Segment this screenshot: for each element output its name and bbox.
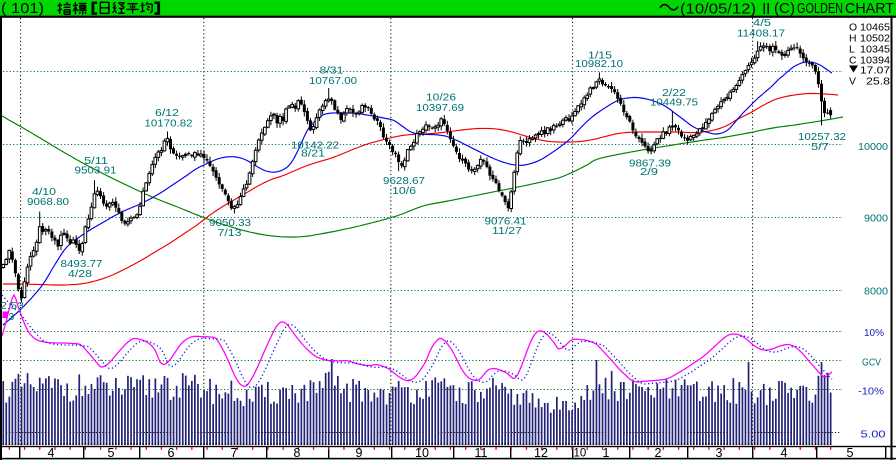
svg-text:CHART: CHART xyxy=(845,0,894,17)
svg-text:4: 4 xyxy=(48,446,55,460)
svg-text:10/26: 10/26 xyxy=(426,93,456,104)
svg-text:8/21: 8/21 xyxy=(301,149,325,160)
svg-text:10/6: 10/6 xyxy=(392,186,416,197)
svg-text:10982.10: 10982.10 xyxy=(575,59,623,70)
svg-text:2: 2 xyxy=(655,446,662,460)
svg-text:2.53: 2.53 xyxy=(0,301,24,312)
svg-text:9: 9 xyxy=(356,446,363,460)
svg-text:6/12: 6/12 xyxy=(155,108,179,119)
svg-text:17.07: 17.07 xyxy=(860,66,890,77)
svg-text:9068.80: 9068.80 xyxy=(27,197,69,208)
svg-text:GOLDEN: GOLDEN xyxy=(797,0,843,17)
svg-text:4/5: 4/5 xyxy=(753,18,771,29)
svg-text:9000: 9000 xyxy=(864,214,888,225)
svg-text:11: 11 xyxy=(475,446,488,460)
svg-text:11/27: 11/27 xyxy=(492,226,522,237)
svg-text:10465: 10465 xyxy=(860,23,890,34)
svg-text:10345: 10345 xyxy=(860,45,890,56)
svg-text:2/9: 2/9 xyxy=(640,167,658,178)
svg-text:8/31: 8/31 xyxy=(320,66,344,77)
svg-text:10: 10 xyxy=(574,448,587,460)
svg-text:8: 8 xyxy=(294,446,301,460)
svg-text:10257.32: 10257.32 xyxy=(798,132,846,143)
svg-text:10502: 10502 xyxy=(860,34,890,45)
svg-text:7/13: 7/13 xyxy=(218,228,242,239)
svg-text:5: 5 xyxy=(108,446,115,460)
svg-text:12: 12 xyxy=(534,446,548,460)
svg-text:10449.75: 10449.75 xyxy=(650,98,698,109)
svg-text:10000: 10000 xyxy=(858,142,888,153)
svg-text:10: 10 xyxy=(415,446,429,460)
svg-text:10394: 10394 xyxy=(860,56,890,67)
svg-text:5: 5 xyxy=(847,446,854,460)
svg-text:2/22: 2/22 xyxy=(662,88,686,99)
svg-text:10142.22: 10142.22 xyxy=(291,141,339,152)
svg-text:(C): (C) xyxy=(774,0,795,17)
svg-text:C: C xyxy=(849,56,857,67)
svg-text:7: 7 xyxy=(231,446,238,460)
svg-text:3: 3 xyxy=(9,312,15,323)
svg-text:5/7: 5/7 xyxy=(811,142,829,153)
svg-text:9867.39: 9867.39 xyxy=(629,159,671,170)
svg-text:4/10: 4/10 xyxy=(32,187,56,198)
svg-text:10397.69: 10397.69 xyxy=(416,103,464,114)
svg-text:8000: 8000 xyxy=(864,287,888,298)
svg-text:(10/05/12): (10/05/12) xyxy=(680,1,756,17)
svg-text:-10%: -10% xyxy=(858,387,884,398)
svg-text:3: 3 xyxy=(716,446,723,460)
svg-text:L: L xyxy=(849,45,855,56)
svg-text:10%: 10% xyxy=(864,328,884,339)
svg-text:11408.17: 11408.17 xyxy=(737,28,785,39)
svg-text:8493.77: 8493.77 xyxy=(61,259,103,270)
svg-text:10170.82: 10170.82 xyxy=(145,119,193,130)
svg-text:( 101): ( 101) xyxy=(1,0,44,17)
svg-text:6: 6 xyxy=(168,446,175,460)
svg-text:10767.00: 10767.00 xyxy=(309,76,357,87)
svg-text:4: 4 xyxy=(781,446,788,460)
svg-text:9076.41: 9076.41 xyxy=(485,217,527,228)
svg-text:V: V xyxy=(849,77,856,88)
svg-text:H: H xyxy=(849,34,857,45)
svg-text:4/28: 4/28 xyxy=(68,269,92,280)
svg-text:O: O xyxy=(849,23,857,34)
svg-text:25.8: 25.8 xyxy=(866,77,890,88)
svg-text:9503.91: 9503.91 xyxy=(75,166,117,177)
svg-text:5/11: 5/11 xyxy=(84,156,108,167)
svg-text:GCV: GCV xyxy=(862,358,881,369)
svg-text:9050.33: 9050.33 xyxy=(209,218,251,229)
svg-text:1/15: 1/15 xyxy=(588,51,612,62)
svg-text:9628.67: 9628.67 xyxy=(383,176,425,187)
svg-text:5.00: 5.00 xyxy=(861,430,886,441)
svg-text:1: 1 xyxy=(603,446,610,460)
